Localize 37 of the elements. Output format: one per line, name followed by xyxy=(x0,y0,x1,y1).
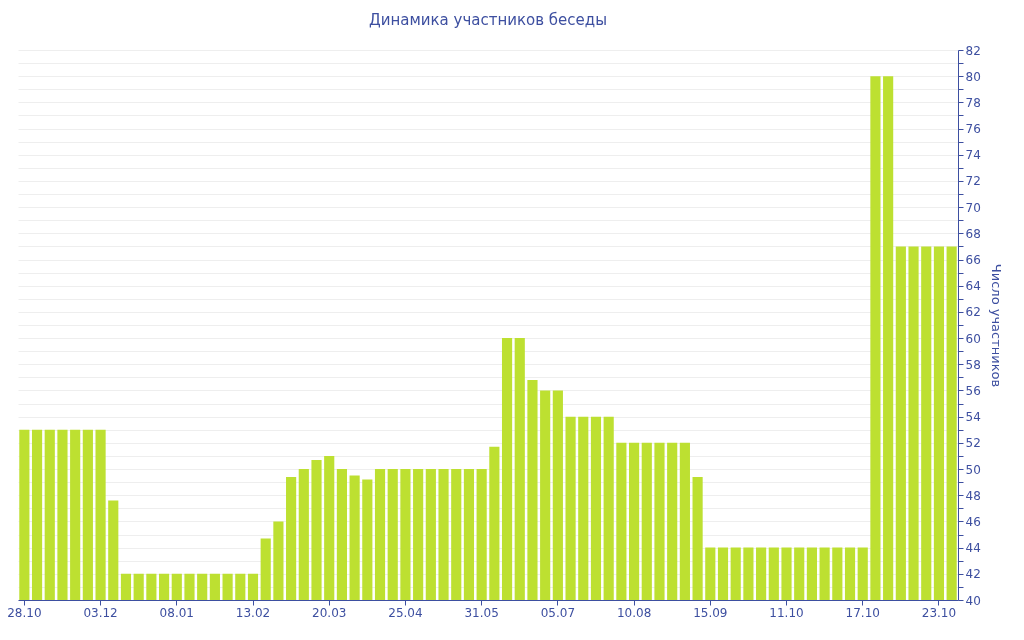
y-tick-label: 78 xyxy=(965,95,981,110)
x-tick-label: 05.07 xyxy=(540,605,576,620)
y-tick-label: 56 xyxy=(965,383,981,398)
y-axis-title: Число участников xyxy=(988,263,1004,388)
x-tick-label: 28.10 xyxy=(7,605,42,620)
y-tick-label: 66 xyxy=(965,253,981,268)
y-tick-label: 60 xyxy=(965,331,981,346)
y-tick-label: 44 xyxy=(965,541,981,556)
y-tick-label: 70 xyxy=(965,200,981,215)
x-tick-label: 11.10 xyxy=(769,605,804,620)
chart-title: Динамика участников беседы xyxy=(368,11,608,29)
x-tick-label: 15.09 xyxy=(693,605,728,620)
x-tick-label: 31.05 xyxy=(464,605,499,620)
y-tick-label: 74 xyxy=(965,148,981,163)
y-tick-label: 58 xyxy=(965,357,981,372)
x-tick-label: 08.01 xyxy=(159,605,194,620)
y-tick-label: 72 xyxy=(965,174,981,189)
x-tick-label: 13.02 xyxy=(235,605,271,620)
x-tick-label: 23.10 xyxy=(921,605,957,620)
y-tick-label: 40 xyxy=(965,593,981,608)
x-tick-label: 17.10 xyxy=(845,605,880,620)
y-tick-label: 54 xyxy=(965,410,981,425)
y-tick-label: 48 xyxy=(965,488,981,503)
y-tick-label: 62 xyxy=(965,305,981,320)
y-tick-label: 80 xyxy=(965,69,981,84)
y-tick-label: 64 xyxy=(965,279,981,294)
x-tick-label: 25.04 xyxy=(388,605,423,620)
x-tick-label: 10.08 xyxy=(616,605,652,620)
x-tick-label: 03.12 xyxy=(83,605,118,620)
y-tick-label: 50 xyxy=(965,462,981,477)
y-tick-label: 68 xyxy=(965,226,981,241)
y-tick-label: 42 xyxy=(965,567,981,582)
y-tick-label: 52 xyxy=(965,436,981,451)
y-tick-label: 76 xyxy=(965,122,981,137)
x-tick-label: 20.03 xyxy=(312,605,347,620)
y-tick-label: 46 xyxy=(965,514,981,529)
y-tick-label: 82 xyxy=(965,43,981,58)
